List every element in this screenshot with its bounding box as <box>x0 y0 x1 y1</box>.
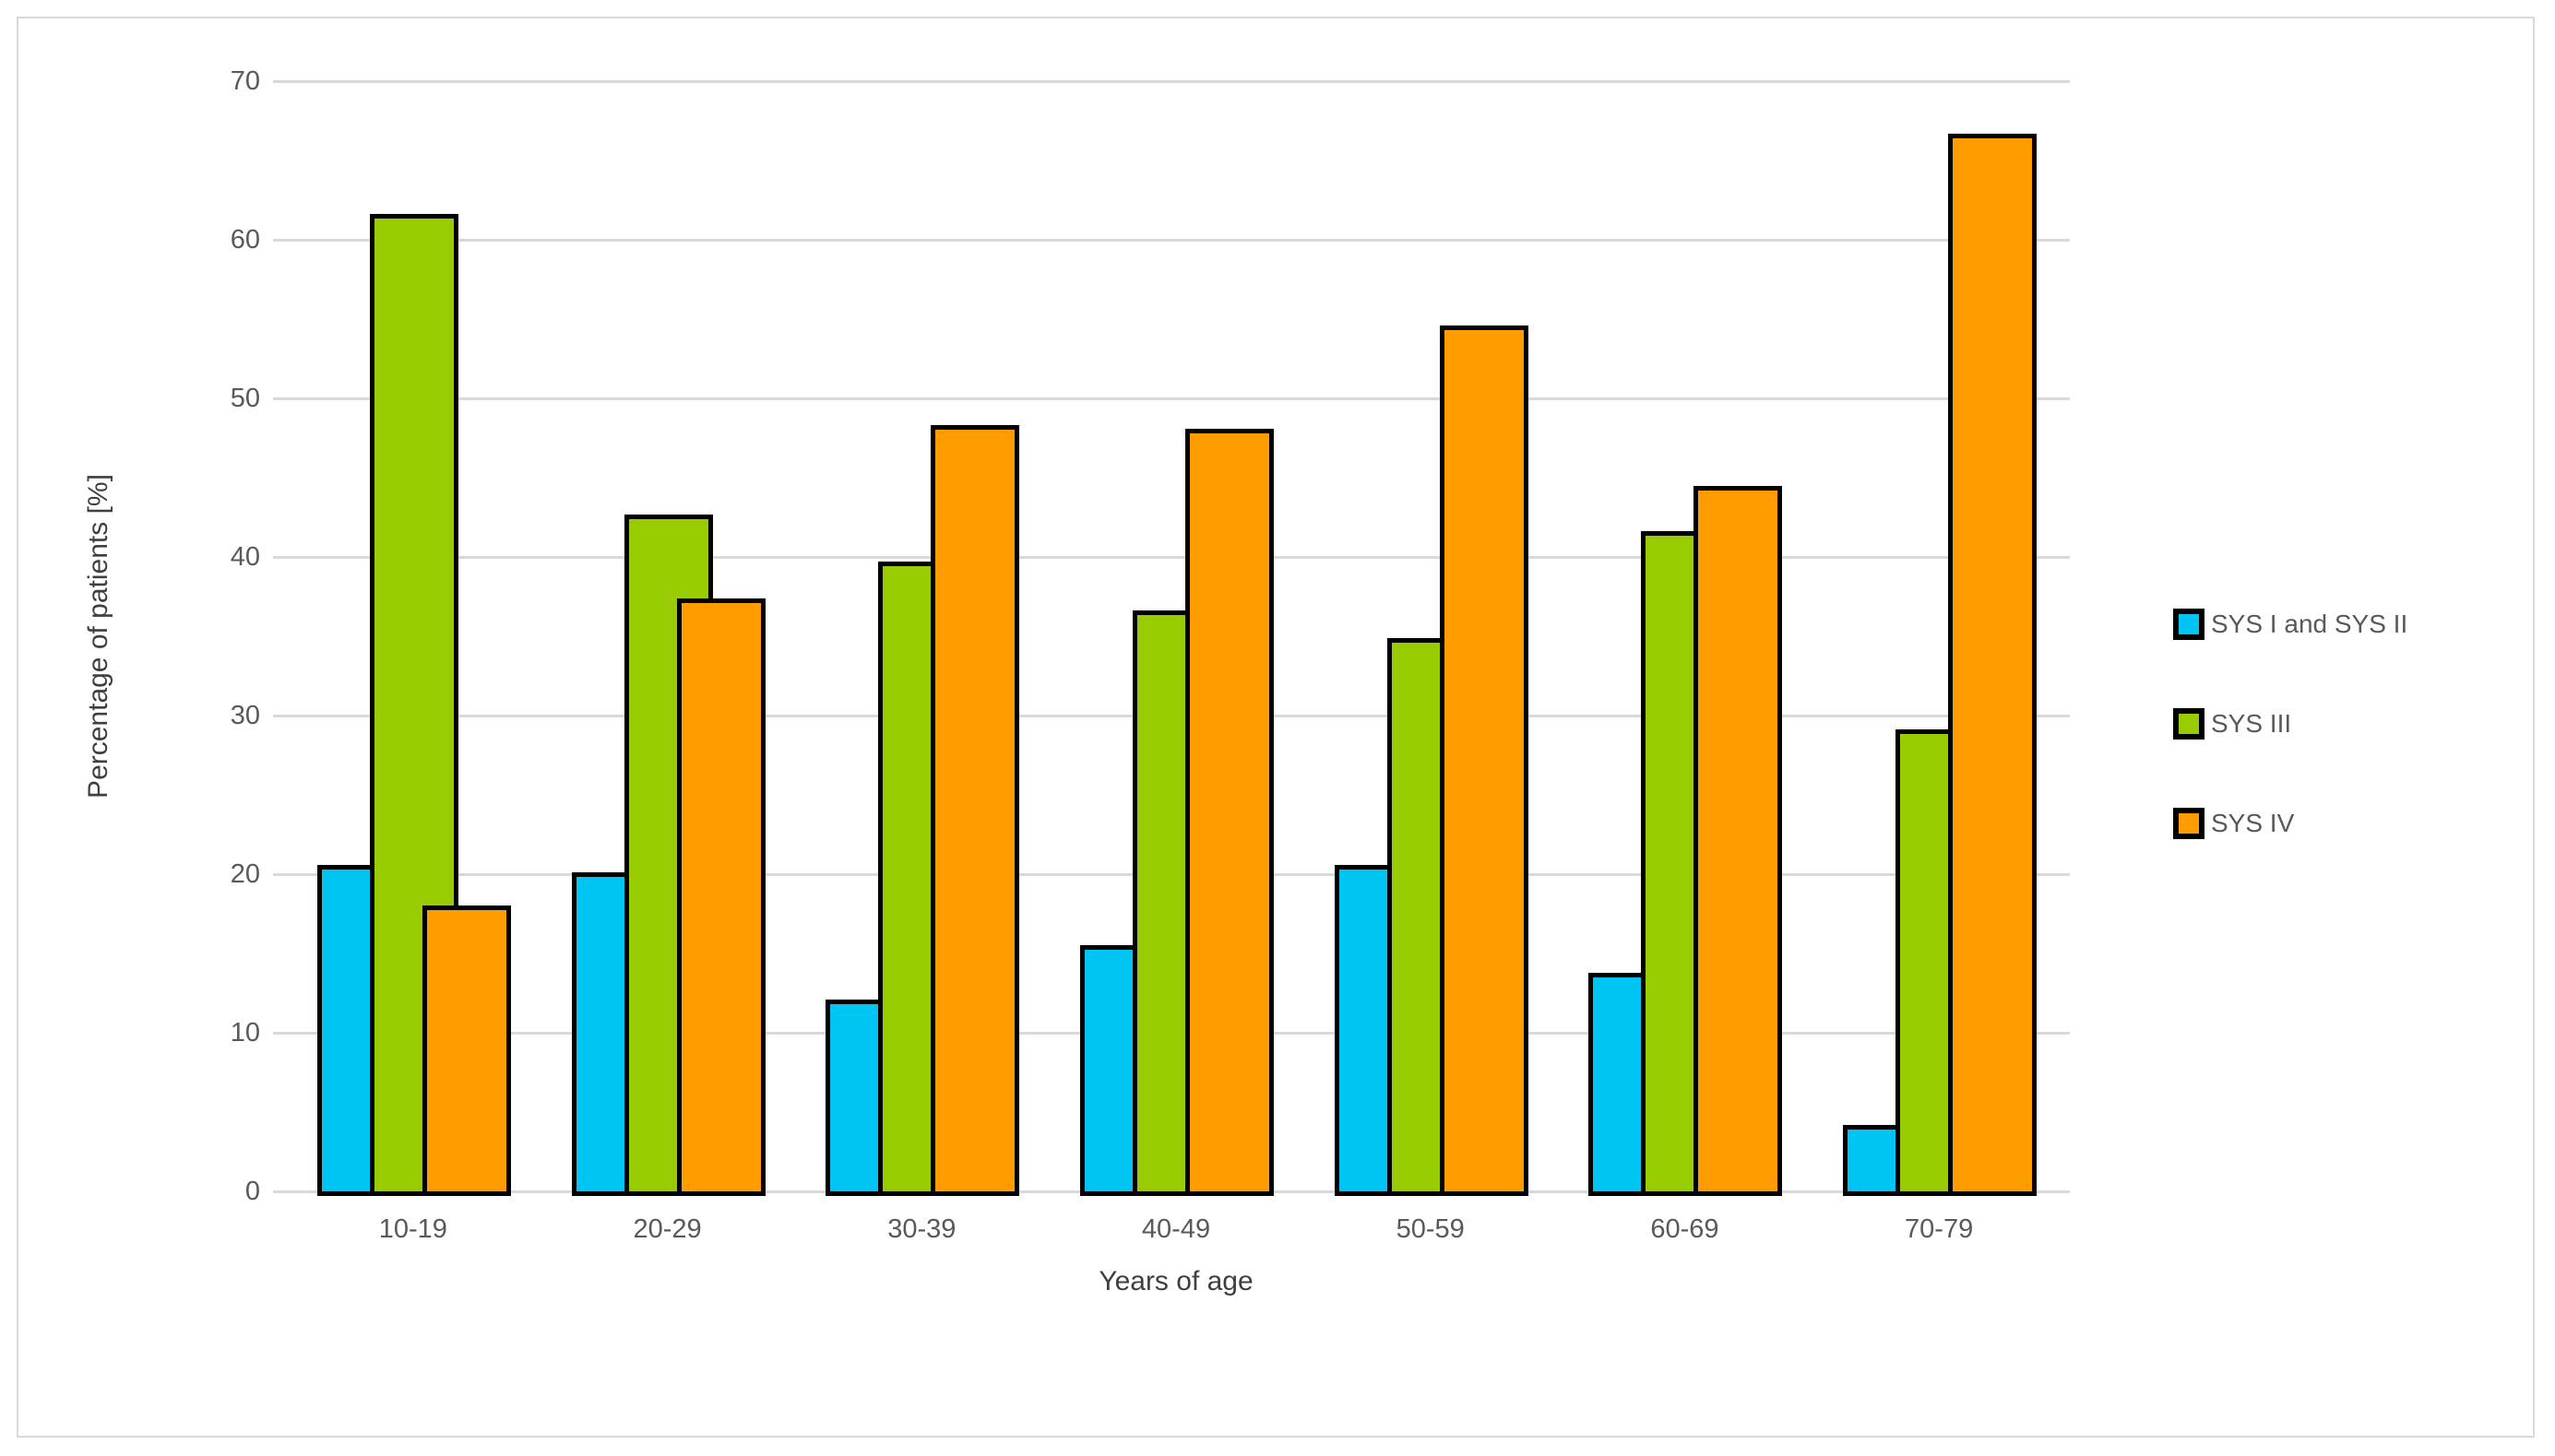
gridline-70 <box>273 79 2070 83</box>
x-tick-label-20-29: 20-29 <box>633 1214 702 1244</box>
y-tick-label-40: 40 <box>230 542 260 572</box>
x-tick-label-10-19: 10-19 <box>378 1214 447 1244</box>
bar-sys-iv-70-79 <box>1948 133 2038 1196</box>
bar-sys-iv-50-59 <box>1439 325 1528 1196</box>
legend-item-sys-iii: SYS III <box>2173 708 2291 740</box>
x-tick-label-60-69: 60-69 <box>1650 1214 1719 1244</box>
y-tick-label-70: 70 <box>230 66 260 96</box>
x-tick-label-30-39: 30-39 <box>887 1214 957 1244</box>
gridline-60 <box>273 238 2070 242</box>
y-tick-label-30: 30 <box>230 701 260 730</box>
legend-swatch-sys-i-and-sys-ii <box>2173 609 2204 640</box>
y-tick-label-0: 0 <box>244 1177 260 1206</box>
bar-sys-iv-30-39 <box>931 425 1020 1196</box>
legend-label-sys-i-and-sys-ii: SYS I and SYS II <box>2211 610 2408 638</box>
y-tick-label-60: 60 <box>230 225 260 255</box>
legend-swatch-sys-iv <box>2173 808 2204 839</box>
gridline-40 <box>273 555 2070 559</box>
gridline-50 <box>273 397 2070 400</box>
legend-item-sys-iv: SYS IV <box>2173 808 2294 839</box>
legend-label-sys-iv: SYS IV <box>2211 809 2295 837</box>
x-tick-label-70-79: 70-79 <box>1905 1214 1974 1244</box>
bar-sys-iv-60-69 <box>1693 485 1783 1196</box>
legend-label-sys-iii: SYS III <box>2211 709 2292 738</box>
y-tick-label-50: 50 <box>230 384 260 413</box>
legend-swatch-sys-iii <box>2173 708 2204 740</box>
legend-item-sys-i-and-sys-ii: SYS I and SYS II <box>2173 609 2407 640</box>
bar-sys-iv-20-29 <box>676 598 766 1196</box>
y-tick-label-10: 10 <box>230 1018 260 1048</box>
bar-sys-iv-10-19 <box>422 906 511 1196</box>
figure-border <box>17 17 2535 1438</box>
x-axis-title: Years of age <box>1099 1266 1254 1296</box>
y-axis-title: Percentage of patients [%] <box>83 474 113 799</box>
x-tick-label-40-49: 40-49 <box>1141 1214 1211 1244</box>
y-tick-label-20: 20 <box>230 859 260 889</box>
bar-sys-iv-40-49 <box>1185 428 1274 1196</box>
x-tick-label-50-59: 50-59 <box>1396 1214 1465 1244</box>
